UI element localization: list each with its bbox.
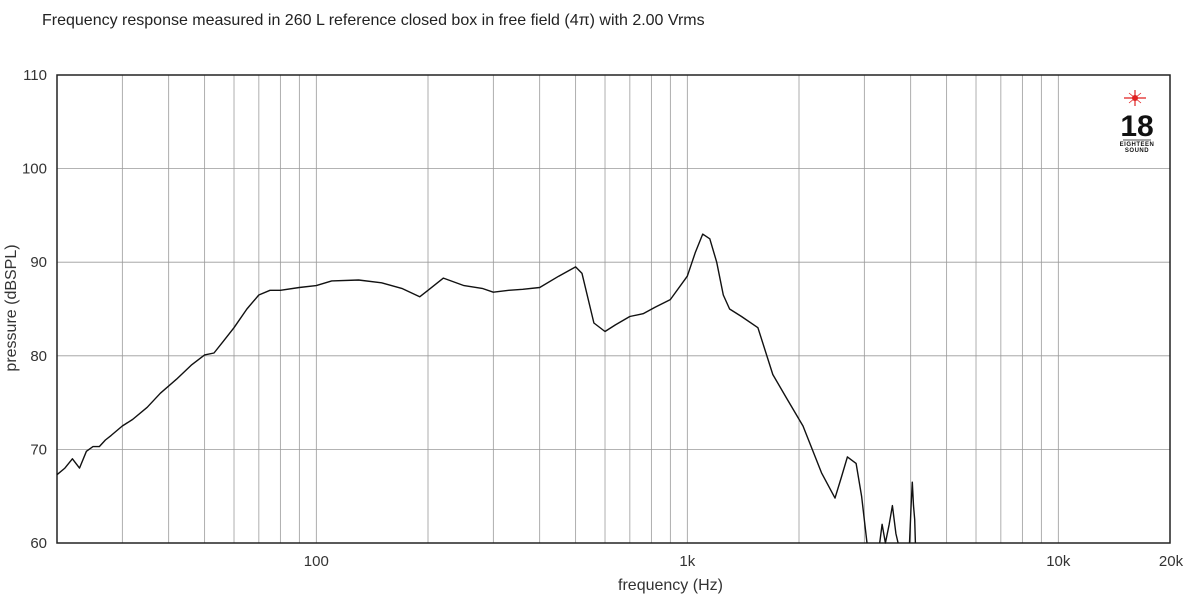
y-tick-label: 70 <box>30 441 47 458</box>
y-tick-label: 90 <box>30 254 47 271</box>
x-tick-label: 100 <box>304 553 329 570</box>
y-tick-labels: 60 70 80 90 100 110 <box>22 67 47 552</box>
response-curves <box>56 233 917 544</box>
response-line <box>879 504 899 544</box>
response-line <box>908 481 917 544</box>
plot-frame <box>56 74 1171 544</box>
y-axis-label: pressure (dBSPL) <box>3 244 20 371</box>
grid <box>57 75 1170 543</box>
x-tick-label: 20k <box>1159 553 1184 570</box>
y-tick-label: 110 <box>23 67 47 84</box>
logo-text: SOUND <box>1125 148 1149 154</box>
response-line <box>56 233 868 544</box>
x-tick-labels: 100 1k 10k 20k <box>304 553 1184 570</box>
x-axis-label: frequency (Hz) <box>618 577 723 594</box>
star-icon <box>1124 90 1146 106</box>
logo-text: EIGHTEEN <box>1120 142 1155 148</box>
y-tick-label: 60 <box>30 535 47 552</box>
x-tick-label: 10k <box>1046 553 1071 570</box>
brand-logo: 18 EIGHTEEN SOUND <box>1120 90 1155 154</box>
chart-title: Frequency response measured in 260 L ref… <box>42 12 705 29</box>
logo-number: 18 <box>1120 110 1153 143</box>
y-tick-label: 80 <box>30 348 47 365</box>
y-tick-label: 100 <box>22 161 47 178</box>
x-tick-label: 1k <box>679 553 695 570</box>
